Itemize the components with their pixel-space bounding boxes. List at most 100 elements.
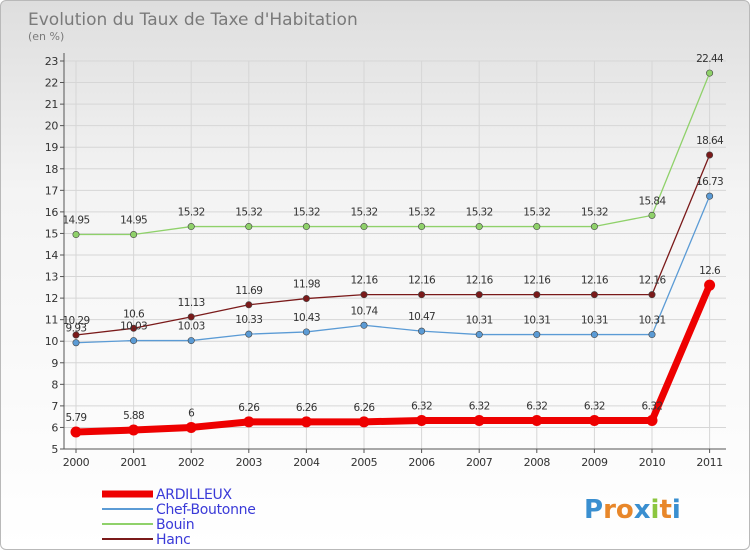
data-point [533, 331, 541, 339]
data-point [706, 192, 714, 200]
data-label: 15.32 [178, 207, 205, 219]
data-point [245, 301, 253, 309]
logo-letter: P [584, 495, 603, 525]
data-point [648, 291, 656, 299]
data-label: 12.6 [699, 265, 721, 277]
x-tick-label: 2011 [696, 456, 722, 469]
data-point [187, 313, 195, 321]
x-tick-label: 2007 [466, 456, 493, 469]
data-point [187, 223, 195, 231]
y-tick-label: 5 [51, 443, 58, 456]
x-tick-label: 2002 [178, 456, 204, 469]
data-label: 14.95 [62, 215, 89, 227]
y-tick-label: 16 [45, 206, 59, 219]
legend-label: Hanc [156, 532, 190, 548]
data-label: 10.74 [350, 305, 378, 317]
data-label: 11.13 [178, 297, 205, 309]
data-label: 12.16 [350, 275, 378, 287]
x-tick-label: 2005 [351, 456, 378, 469]
data-point [418, 327, 426, 335]
data-point [590, 331, 598, 339]
logo-letter: i [651, 495, 660, 525]
x-tick-label: 2008 [524, 456, 551, 469]
data-point [590, 291, 598, 299]
data-point [704, 279, 716, 291]
y-tick-label: 22 [45, 77, 58, 90]
x-tick-label: 2006 [408, 456, 435, 469]
data-label: 5.88 [123, 410, 144, 422]
data-point [245, 330, 253, 338]
y-tick-label: 17 [45, 184, 59, 197]
data-point [533, 291, 541, 299]
y-tick-label: 12 [45, 292, 58, 305]
data-point [416, 415, 428, 427]
data-point [473, 415, 485, 427]
data-label: 16.73 [696, 176, 723, 188]
data-label: 10.43 [293, 312, 320, 324]
x-tick-label: 2004 [293, 456, 320, 469]
logo-letter: r [603, 495, 616, 525]
data-label: 10.03 [178, 321, 205, 333]
data-label: 6.26 [296, 402, 318, 414]
logo-letter: t [659, 495, 671, 525]
logo-letter: o [616, 495, 634, 525]
data-point [706, 151, 714, 159]
x-tick-label: 2000 [63, 456, 90, 469]
data-point [187, 337, 195, 345]
y-tick-label: 11 [45, 314, 58, 327]
data-label: 6.26 [238, 402, 260, 414]
data-label: 6.32 [642, 401, 663, 413]
chart-title: Evolution du Taux de Taxe d'Habitation [28, 10, 358, 30]
data-label: 10.31 [638, 315, 665, 327]
y-tick-label: 23 [45, 55, 59, 68]
data-label: 10.31 [581, 315, 608, 327]
legend-label: Chef-Boutonne [156, 502, 256, 518]
data-label: 10.31 [466, 315, 493, 327]
chart-subtitle: (en %) [28, 30, 64, 43]
data-label: 15.32 [293, 207, 320, 219]
data-point [475, 223, 483, 231]
logo-letter: i [672, 495, 681, 525]
series [70, 69, 716, 438]
data-point [646, 415, 658, 427]
data-point [185, 421, 197, 433]
data-point [130, 231, 138, 239]
data-label: 15.32 [350, 207, 377, 219]
legend-label: Bouin [156, 517, 194, 533]
data-point [475, 291, 483, 299]
data-point [302, 328, 310, 336]
data-label: 9.93 [66, 323, 87, 335]
proxiti-logo: Proxiti [584, 495, 681, 525]
data-point [648, 331, 656, 339]
data-labels: 5.79 5.88 6 6.26 6.26 6.26 6.32 6.32 6.32 6.32 6.3… [62, 53, 724, 424]
y-tick-label: 15 [45, 227, 59, 240]
data-label: 10.33 [235, 314, 262, 326]
data-point [706, 69, 714, 77]
y-tick-label: 20 [45, 120, 59, 133]
y-tick-label: 8 [51, 378, 58, 391]
logo-letter: x [634, 495, 651, 525]
data-point [648, 211, 656, 219]
data-point [590, 223, 598, 231]
data-point [300, 416, 312, 428]
y-tick-label: 21 [45, 98, 58, 111]
data-point [72, 339, 80, 347]
data-label: 6 [188, 407, 195, 419]
x-tick-label: 2001 [120, 456, 146, 469]
x-tick-label: 2003 [236, 456, 263, 469]
data-label: 10.03 [120, 321, 147, 333]
data-label: 22.44 [696, 53, 724, 65]
y-tick-label: 9 [51, 357, 58, 370]
y-tick-label: 18 [45, 163, 59, 176]
y-tick-label: 19 [45, 141, 59, 154]
y-tick-label: 10 [45, 335, 59, 348]
data-label: 15.32 [523, 207, 550, 219]
data-label: 10.6 [123, 308, 145, 320]
legend-label: ARDILLEUX [156, 487, 233, 503]
data-label: 11.69 [235, 285, 262, 297]
series-line-bouin [76, 72, 711, 236]
data-point [72, 331, 80, 339]
